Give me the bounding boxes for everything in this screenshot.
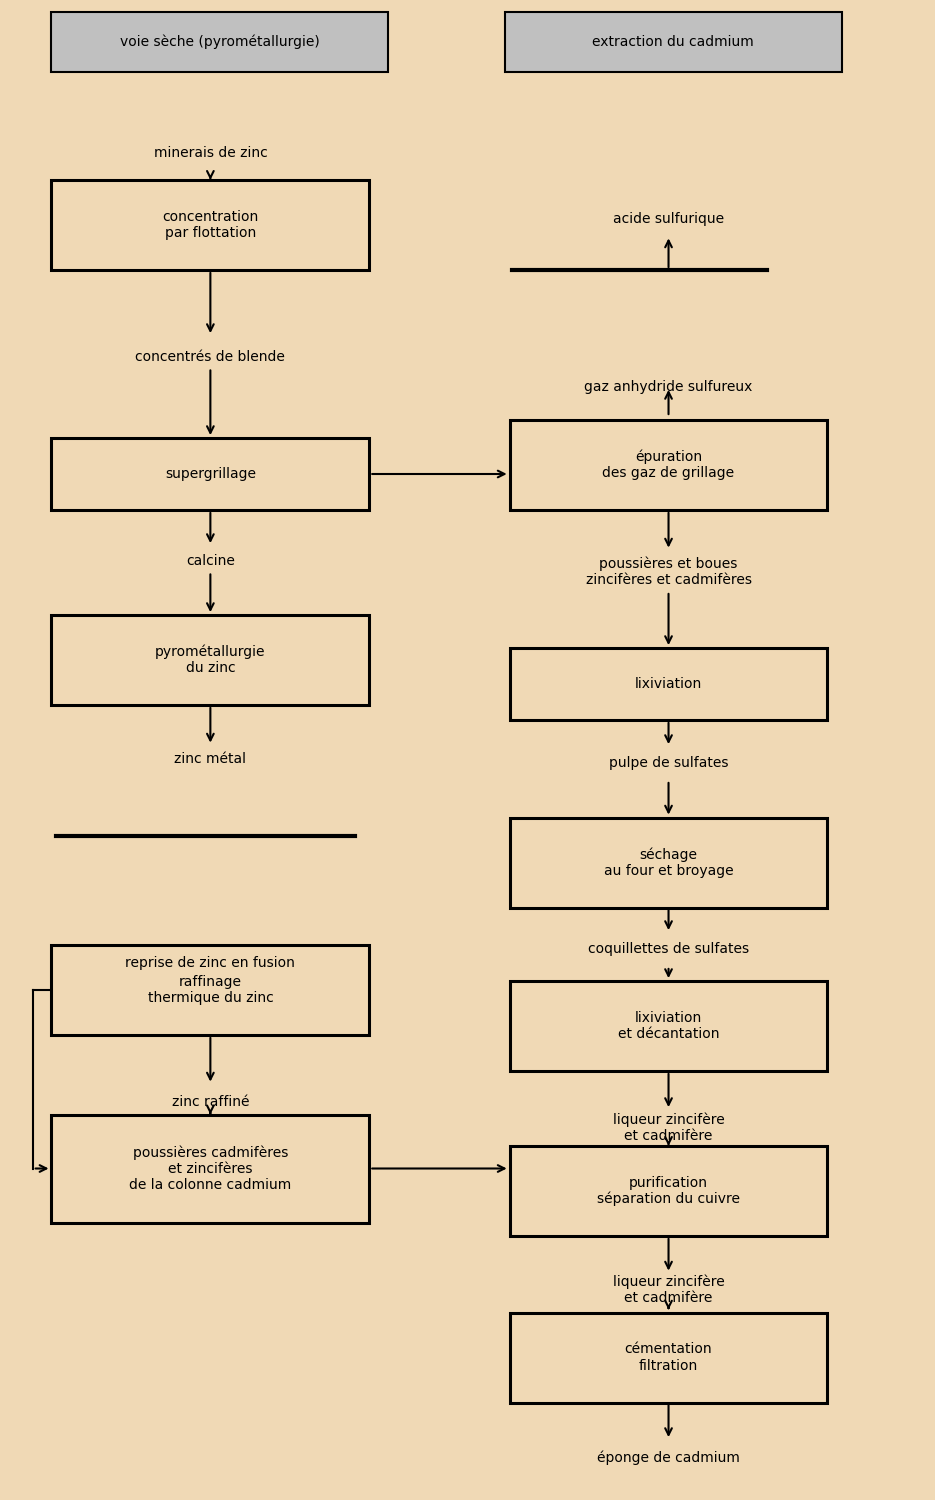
FancyBboxPatch shape [510, 818, 827, 908]
Text: épuration
des gaz de grillage: épuration des gaz de grillage [602, 450, 735, 480]
Text: éponge de cadmium: éponge de cadmium [597, 1450, 740, 1466]
Text: voie sèche (pyrométallurgie): voie sèche (pyrométallurgie) [120, 34, 320, 50]
Text: concentrés de blende: concentrés de blende [136, 350, 285, 364]
Text: pulpe de sulfates: pulpe de sulfates [609, 756, 728, 771]
Text: supergrillage: supergrillage [165, 466, 256, 482]
Text: concentration
par flottation: concentration par flottation [163, 210, 258, 240]
Text: liqueur zincifère
et cadmifère: liqueur zincifère et cadmifère [612, 1275, 725, 1305]
Text: reprise de zinc en fusion: reprise de zinc en fusion [125, 956, 295, 970]
FancyBboxPatch shape [510, 1312, 827, 1402]
Text: extraction du cadmium: extraction du cadmium [593, 34, 754, 50]
Text: acide sulfurique: acide sulfurique [613, 211, 724, 226]
FancyBboxPatch shape [510, 420, 827, 510]
Text: purification
séparation du cuivre: purification séparation du cuivre [597, 1176, 740, 1206]
Text: minerais de zinc: minerais de zinc [153, 146, 267, 160]
FancyBboxPatch shape [51, 1114, 369, 1222]
FancyBboxPatch shape [510, 648, 827, 720]
Text: coquillettes de sulfates: coquillettes de sulfates [588, 942, 749, 957]
Text: poussières cadmifères
et zincifères
de la colonne cadmium: poussières cadmifères et zincifères de l… [129, 1144, 292, 1192]
FancyBboxPatch shape [510, 981, 827, 1071]
FancyBboxPatch shape [51, 438, 369, 510]
Text: cémentation
filtration: cémentation filtration [625, 1342, 712, 1372]
FancyBboxPatch shape [51, 12, 388, 72]
FancyBboxPatch shape [51, 945, 369, 1035]
Text: lixiviation
et décantation: lixiviation et décantation [618, 1011, 719, 1041]
FancyBboxPatch shape [505, 12, 842, 72]
Text: calcine: calcine [186, 554, 235, 568]
Text: zinc raffiné: zinc raffiné [172, 1095, 249, 1110]
Text: poussières et boues
zincifères et cadmifères: poussières et boues zincifères et cadmif… [585, 556, 752, 586]
Text: liqueur zincifère
et cadmifère: liqueur zincifère et cadmifère [612, 1113, 725, 1143]
Text: séchage
au four et broyage: séchage au four et broyage [604, 847, 733, 877]
FancyBboxPatch shape [510, 1146, 827, 1236]
Text: zinc métal: zinc métal [174, 752, 247, 766]
Text: lixiviation: lixiviation [635, 676, 702, 692]
FancyBboxPatch shape [51, 180, 369, 270]
Text: pyrométallurgie
du zinc: pyrométallurgie du zinc [155, 645, 266, 675]
FancyBboxPatch shape [51, 615, 369, 705]
Text: raffinage
thermique du zinc: raffinage thermique du zinc [148, 975, 273, 1005]
Text: gaz anhydride sulfureux: gaz anhydride sulfureux [584, 380, 753, 394]
